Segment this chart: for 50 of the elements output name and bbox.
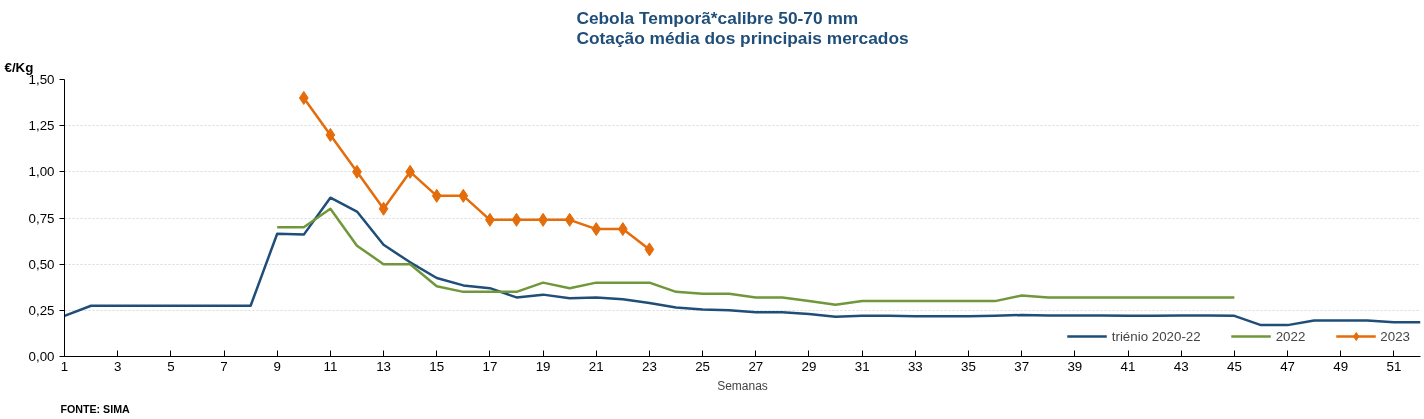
source-note: FONTE: SIMA — [60, 402, 131, 415]
x-tick-label: 25 — [695, 358, 711, 374]
x-tick-label: 37 — [1014, 358, 1030, 374]
legend-label: triénio 2020-22 — [1111, 328, 1201, 344]
point — [298, 90, 309, 105]
point — [511, 212, 522, 227]
legend-label: 2023 — [1380, 328, 1410, 344]
x-tick-label: 31 — [854, 358, 870, 374]
point — [458, 188, 469, 203]
x-tick-label: 3 — [113, 358, 122, 374]
x-tick-label: 7 — [220, 358, 228, 374]
x-tick-label: 5 — [167, 358, 175, 374]
x-tick-label: 21 — [588, 358, 604, 374]
y-tick-label: 1,00 — [28, 164, 55, 180]
x-tick-label: 41 — [1120, 358, 1136, 374]
y-tick-label: 0,00 — [28, 349, 55, 364]
y-tick-label: 1,25 — [28, 118, 55, 134]
chart-title: Cebola Temporã*calibre 50-70 mm Cotação média dos principais mercados — [576, 7, 909, 48]
x-tick-label: 45 — [1226, 358, 1242, 374]
x-tick-label: 13 — [376, 358, 391, 374]
x-tick-label: 35 — [961, 358, 976, 374]
point — [378, 201, 389, 216]
line-series — [64, 196, 1421, 327]
x-tick-label: 9 — [273, 358, 281, 374]
x-tick-label: 43 — [1173, 358, 1189, 374]
x-tick-label: 39 — [1067, 358, 1083, 374]
x-axis-title: Semanas — [717, 378, 768, 393]
x-tick-label: 1 — [60, 358, 69, 374]
line-series — [275, 207, 1236, 307]
point — [325, 127, 336, 142]
point — [431, 188, 442, 203]
x-tick-label: 33 — [907, 358, 923, 374]
x-tick-label: 15 — [429, 358, 445, 374]
x-tick-label: 51 — [1386, 358, 1402, 374]
x-tick-label: 11 — [323, 358, 338, 374]
x-tick-label: 23 — [642, 358, 657, 374]
y-tick-label: 0,25 — [28, 302, 55, 318]
x-tick-label: 47 — [1280, 358, 1295, 374]
x-tick-label: 27 — [748, 358, 764, 374]
point — [564, 212, 575, 227]
x-tick-label: 17 — [482, 358, 498, 374]
y-axis-title: €/Kg — [4, 59, 34, 75]
y-tick-label: 0,75 — [28, 210, 55, 226]
point — [591, 222, 602, 237]
legend-label: 2022 — [1275, 328, 1306, 344]
point — [644, 242, 655, 257]
y-tick-label: 0,50 — [28, 256, 55, 272]
x-tick-label: 49 — [1333, 358, 1349, 374]
x-tick-label: 19 — [535, 358, 551, 374]
x-tick-label: 29 — [801, 358, 817, 374]
